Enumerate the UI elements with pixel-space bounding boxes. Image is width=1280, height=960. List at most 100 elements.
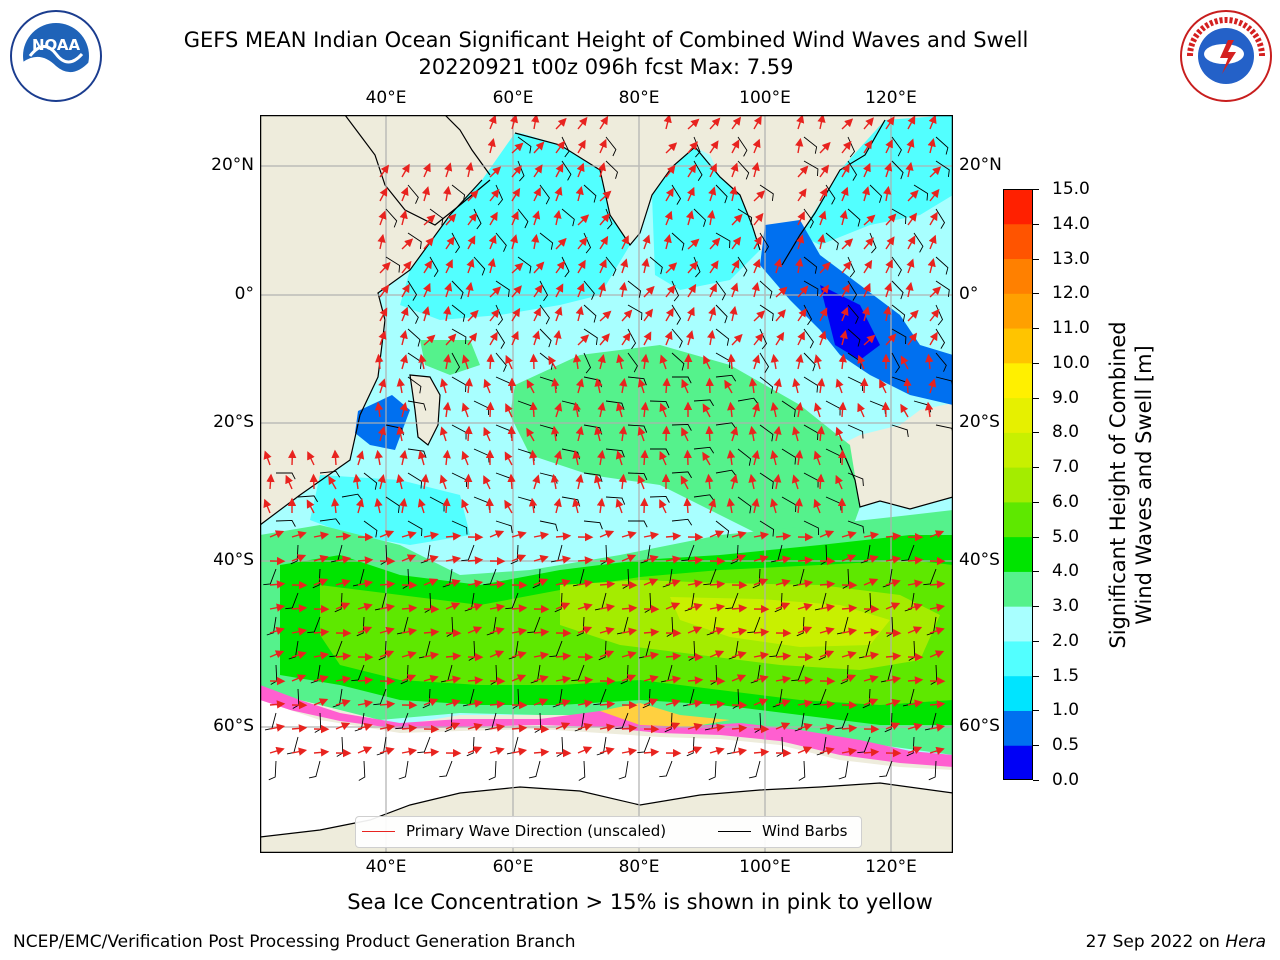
- wave-direction-arrow: [770, 450, 779, 466]
- colorbar-swatch: [1003, 258, 1033, 294]
- wave-direction-arrow: [489, 331, 498, 346]
- wave-direction-arrow: [461, 450, 470, 466]
- wave-direction-arrow: [885, 259, 893, 274]
- wave-direction-arrow: [489, 580, 506, 589]
- wave-direction-arrow: [637, 474, 646, 490]
- wind-barb: [628, 520, 648, 528]
- wave-direction-arrow: [640, 449, 649, 466]
- wave-direction-arrow: [577, 236, 588, 250]
- wave-direction-arrow: [885, 213, 897, 226]
- wave-direction-arrow: [423, 531, 440, 540]
- wave-direction-arrow: [726, 449, 736, 466]
- wave-direction-arrow: [817, 115, 826, 130]
- wave-direction-arrow: [841, 724, 858, 733]
- wave-direction-arrow: [731, 333, 743, 346]
- wind-barb: [671, 328, 683, 348]
- wind-barb: [791, 664, 805, 682]
- wind-barb: [358, 760, 366, 781]
- wave-direction-arrow: [819, 164, 830, 178]
- wave-direction-arrow: [753, 554, 769, 563]
- wave-direction-arrow: [841, 554, 857, 563]
- wave-direction-arrow: [929, 746, 945, 755]
- wave-direction-arrow: [572, 401, 581, 418]
- wave-direction-arrow: [775, 675, 792, 684]
- wind-barb: [737, 136, 748, 157]
- wave-direction-arrow: [467, 235, 476, 250]
- colorbar-tick-label: 8.0: [1052, 422, 1080, 443]
- wind-barb: [935, 208, 946, 229]
- lat-tick-right: 0°: [959, 284, 979, 304]
- wave-direction-arrow: [752, 258, 761, 274]
- wave-direction-arrow: [379, 603, 396, 612]
- wind-barb: [803, 208, 814, 229]
- colorbar-swatch: [1003, 397, 1033, 433]
- wave-direction-arrow: [929, 626, 945, 635]
- wind-barb: [803, 136, 818, 154]
- colorbar-tick-label: 9.0: [1052, 387, 1080, 408]
- wave-direction-arrow: [841, 674, 857, 683]
- wave-direction-arrow: [907, 699, 924, 708]
- wave-direction-arrow: [863, 698, 879, 707]
- colorbar-tick-label: 12.0: [1052, 283, 1090, 304]
- wave-direction-arrow: [533, 141, 545, 154]
- lat-tick-left: 20°N: [211, 155, 254, 175]
- wind-barb: [429, 256, 439, 277]
- wind-barb: [803, 352, 816, 372]
- cyan-zone-east: [800, 115, 953, 245]
- wave-direction-arrow: [796, 115, 805, 130]
- wave-direction-arrow: [643, 331, 652, 346]
- wave-direction-arrow: [379, 650, 395, 659]
- colorbar-tick: [1033, 397, 1039, 399]
- wind-barb: [618, 760, 629, 780]
- wave-direction-arrow: [594, 474, 603, 490]
- wave-direction-arrow: [683, 449, 692, 466]
- wave-direction-arrow: [885, 722, 901, 731]
- wave-direction-arrow: [533, 164, 543, 178]
- wave-direction-arrow: [685, 210, 694, 226]
- wave-direction-arrow: [572, 353, 582, 370]
- colorbar-swatch: [1003, 189, 1033, 225]
- wave-direction-arrow: [489, 188, 500, 202]
- wave-direction-arrow: [553, 450, 562, 466]
- wave-direction-arrow: [642, 234, 651, 250]
- wave-direction-arrow: [643, 628, 660, 637]
- wind-barb: [926, 616, 937, 636]
- wave-direction-and-wind-barbs: [263, 115, 953, 781]
- wind-barb: [847, 520, 865, 534]
- wind-barb: [882, 568, 893, 588]
- wave-direction-arrow: [835, 378, 844, 394]
- wave-direction-arrow: [709, 650, 725, 659]
- wave-direction-arrow: [445, 555, 462, 564]
- wave-direction-arrow: [900, 355, 909, 370]
- wind-barb: [769, 640, 783, 658]
- colorbar-tick-label: 10.0: [1052, 352, 1090, 373]
- wave-direction-arrow: [379, 187, 388, 202]
- wave-direction-arrow: [442, 401, 452, 418]
- wave-direction-arrow: [819, 284, 830, 298]
- wave-direction-arrow: [907, 115, 916, 130]
- wind-barb: [803, 256, 818, 274]
- wave-direction-arrow: [818, 210, 827, 226]
- wave-direction-arrow: [929, 188, 940, 202]
- wind-barb: [605, 160, 619, 179]
- wind-barb: [703, 568, 717, 586]
- wind-barb: [737, 208, 753, 225]
- wind-barb: [715, 469, 737, 477]
- wave-direction-arrow: [775, 652, 792, 661]
- wave-direction-arrow: [532, 330, 541, 346]
- wind-barb: [473, 256, 486, 276]
- wind-barb: [715, 328, 730, 346]
- wave-direction-arrow: [928, 115, 937, 130]
- wave-direction-arrow: [797, 331, 805, 346]
- wave-direction-arrow: [687, 163, 697, 178]
- wave-direction-arrow: [399, 449, 408, 466]
- wave-direction-arrow: [509, 234, 518, 250]
- wave-direction-arrow: [709, 530, 725, 539]
- wave-direction-arrow: [841, 530, 857, 539]
- wave-direction-arrow: [905, 281, 914, 298]
- wind-barb: [759, 304, 774, 321]
- wave-direction-arrow: [708, 498, 717, 514]
- colorbar-tick: [1033, 640, 1039, 642]
- wave-direction-arrow: [885, 532, 902, 541]
- wave-direction-arrow: [511, 210, 519, 226]
